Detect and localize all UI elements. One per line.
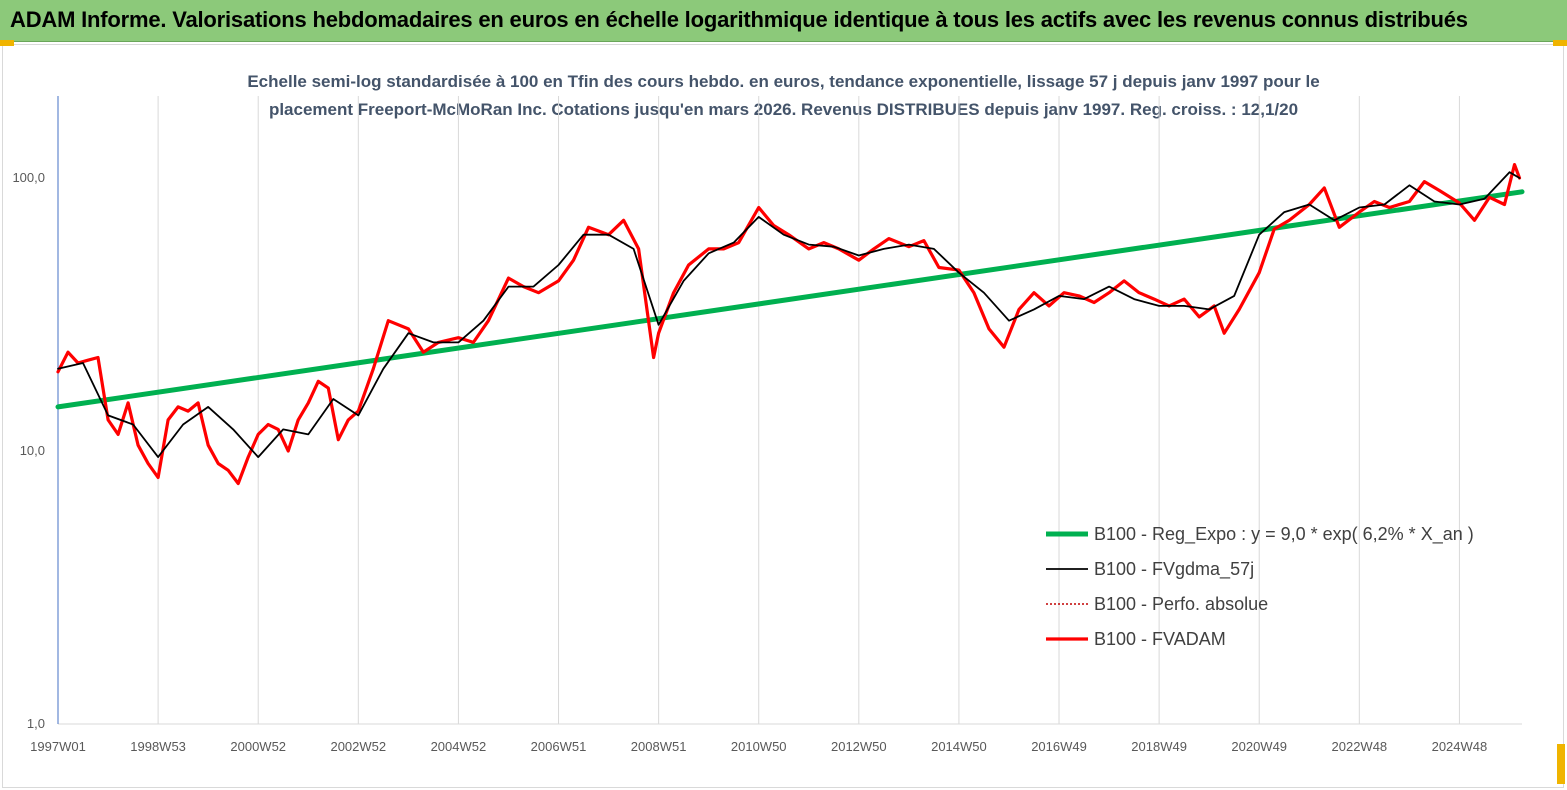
x-tick-label: 1998W53 — [130, 739, 186, 754]
resize-handle-bottom-right[interactable] — [1557, 744, 1565, 784]
y-tick-label: 10,0 — [20, 443, 45, 458]
series-line-0 — [55, 189, 1525, 410]
y-tick-labels: 1,0 10,0 100,0 — [12, 170, 45, 731]
x-tick-label: 2022W48 — [1332, 739, 1388, 754]
resize-handle-top-right[interactable] — [1553, 40, 1567, 46]
x-tick-label: 2002W52 — [330, 739, 386, 754]
x-tick-label: 2006W51 — [531, 739, 587, 754]
x-tick-label: 2008W51 — [631, 739, 687, 754]
x-tick-label: 2012W50 — [831, 739, 887, 754]
report-title: ADAM Informe. Valorisations hebdomadaire… — [10, 7, 1468, 32]
resize-handle-top-left[interactable] — [0, 40, 14, 46]
x-tick-label: 2010W50 — [731, 739, 787, 754]
series-line-1 — [57, 171, 1521, 458]
legend-label-3: B100 - FVADAM — [1094, 629, 1226, 649]
chart-area[interactable] — [2, 44, 1564, 788]
series-line-3 — [56, 163, 1522, 486]
legend-label-0: B100 - Reg_Expo : y = 9,0 * exp( 6,2% * … — [1094, 524, 1474, 545]
x-tick-label: 2004W52 — [431, 739, 487, 754]
x-tick-label: 2016W49 — [1031, 739, 1087, 754]
legend-label-1: B100 - FVgdma_57j — [1094, 559, 1254, 580]
chart-subtitle-line-1: Echelle semi-log standardisée à 100 en T… — [247, 72, 1320, 91]
chart-legend: B100 - Reg_Expo : y = 9,0 * exp( 6,2% * … — [1046, 524, 1474, 649]
report-banner: ADAM Informe. Valorisations hebdomadaire… — [0, 0, 1567, 42]
x-tick-label: 2020W49 — [1231, 739, 1287, 754]
chart-subtitle-line-2: placement Freeport-McMoRan Inc. Cotation… — [268, 100, 1299, 119]
y-tick-label: 100,0 — [12, 170, 45, 185]
x-tick-label: 2024W48 — [1432, 739, 1488, 754]
chart-subtitle: Echelle semi-log standardisée à 100 en T… — [0, 68, 1567, 124]
grid-layer — [57, 96, 1522, 725]
legend-label-2: B100 - Perfo. absolue — [1094, 594, 1268, 614]
x-tick-label: 2018W49 — [1131, 739, 1187, 754]
series-layer — [55, 163, 1525, 486]
x-tick-labels: 1997W01 1998W53 2000W52 2002W52 2004W52 2006W… — [30, 739, 1487, 754]
x-tick-label: 2014W50 — [931, 739, 987, 754]
x-tick-label: 1997W01 — [30, 739, 86, 754]
y-tick-label: 1,0 — [27, 716, 45, 731]
x-tick-label: 2000W52 — [230, 739, 286, 754]
